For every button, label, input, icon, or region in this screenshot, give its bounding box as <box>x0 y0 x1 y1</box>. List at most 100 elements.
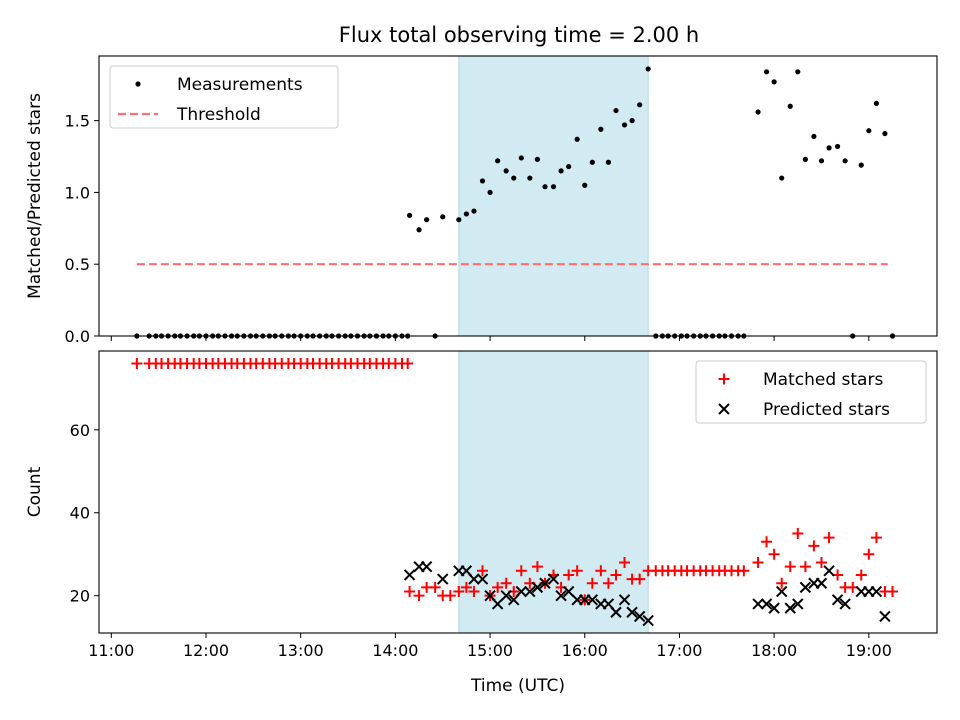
data-point <box>870 532 882 544</box>
data-point <box>863 548 875 560</box>
data-point <box>882 130 888 137</box>
data-point <box>500 589 512 602</box>
data-point <box>416 227 422 233</box>
x-tick-label: 11:00 <box>88 641 134 660</box>
data-point <box>571 565 583 577</box>
data-point <box>547 573 560 585</box>
data-point <box>610 606 622 618</box>
data-point <box>634 573 646 585</box>
data-point <box>524 585 536 598</box>
shaded-observing-window <box>458 55 649 337</box>
x-tick-label: 13:00 <box>278 641 324 660</box>
data-point <box>866 128 872 134</box>
data-point <box>873 100 879 106</box>
data-point <box>768 548 780 560</box>
data-point <box>402 357 414 369</box>
data-point <box>487 189 493 196</box>
legend-marker <box>718 373 730 385</box>
x-tick-label: 16:00 <box>562 641 608 660</box>
data-point <box>808 540 820 552</box>
data-point <box>602 577 614 589</box>
data-point <box>613 107 619 114</box>
data-point <box>420 560 433 573</box>
data-point <box>539 577 551 589</box>
data-point <box>586 594 599 606</box>
data-point <box>886 586 898 598</box>
data-point <box>799 561 811 573</box>
data-point <box>511 175 517 181</box>
data-point <box>582 182 588 188</box>
data-point <box>826 145 832 151</box>
x-tick-label: 12:00 <box>183 641 229 660</box>
data-point <box>468 586 480 598</box>
data-point <box>550 184 557 190</box>
data-point <box>476 573 489 585</box>
data-point <box>776 577 788 589</box>
data-point <box>879 610 891 623</box>
legend: Measurements Threshold <box>109 65 339 129</box>
data-point <box>479 178 486 184</box>
axes-frame <box>98 55 938 337</box>
legend-label: Matched stars <box>763 370 883 390</box>
y-axis-label: Matched/Predicted stars <box>25 93 45 299</box>
data-point <box>527 175 533 181</box>
x-axis-label: Time (UTC) <box>470 676 565 696</box>
data-point <box>492 581 504 593</box>
data-point <box>839 598 851 610</box>
data-point <box>823 565 835 577</box>
x-tick-label: 14:00 <box>372 641 418 660</box>
data-point <box>437 573 449 585</box>
legend: Matched stars Predicted stars <box>695 360 927 424</box>
legend-box <box>109 65 339 129</box>
data-point <box>619 557 631 568</box>
y-tick-label: 1.0 <box>65 183 90 202</box>
data-point <box>834 143 841 150</box>
data-point <box>566 163 572 170</box>
data-point <box>605 159 612 165</box>
axes-frame <box>98 350 938 634</box>
panel-bottom: 11:00 12:00 13:00 14:00 15:00 16:00 17:00 18:00… <box>25 350 938 660</box>
data-point <box>563 569 575 581</box>
series-matched-stars <box>131 357 898 606</box>
data-point <box>637 102 643 108</box>
data-point <box>456 217 462 223</box>
data-point <box>515 585 528 598</box>
data-point <box>792 598 804 610</box>
data-point <box>500 577 512 589</box>
data-point <box>776 585 788 598</box>
legend-box <box>695 360 927 424</box>
data-point <box>787 103 793 109</box>
data-point <box>476 565 488 577</box>
data-point <box>542 184 548 190</box>
data-point <box>760 598 773 610</box>
data-point <box>815 557 827 568</box>
data-point <box>811 133 817 140</box>
data-point <box>598 126 604 132</box>
y-tick-label: 40 <box>70 504 90 523</box>
data-point <box>755 109 761 115</box>
data-point <box>629 118 635 124</box>
data-point <box>855 569 867 581</box>
data-point <box>626 606 638 618</box>
data-point <box>460 581 472 593</box>
data-point <box>752 598 764 610</box>
data-point <box>515 565 527 577</box>
data-point <box>518 155 524 161</box>
x-tick-label: 18:00 <box>751 641 797 660</box>
y-tick-label: 0.0 <box>65 327 90 346</box>
data-point <box>823 532 835 544</box>
data-point <box>534 156 541 162</box>
data-point <box>738 565 750 577</box>
data-point <box>595 565 607 577</box>
data-point <box>531 581 544 594</box>
data-point <box>633 610 646 623</box>
series-measurements <box>134 66 896 339</box>
y-tick-label: 0.5 <box>65 255 90 274</box>
data-point <box>795 69 801 75</box>
data-point <box>406 212 413 218</box>
data-point <box>618 594 631 606</box>
data-point <box>404 586 416 598</box>
chart-title: Flux total observing time = 2.00 h <box>339 23 699 47</box>
panel-top: 0.0 0.5 1.0 1.5 Matched/Predicted stars Measu… <box>25 55 938 346</box>
